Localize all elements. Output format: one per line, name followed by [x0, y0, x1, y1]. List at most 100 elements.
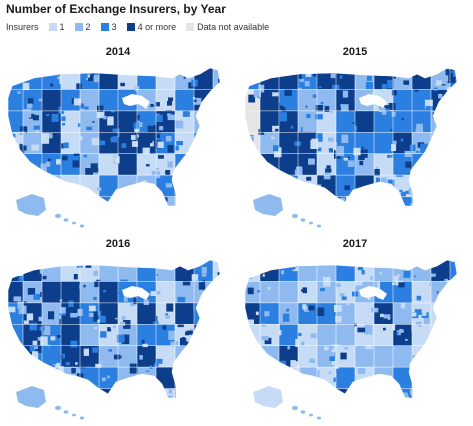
county-patch: [311, 201, 315, 204]
county-patch: [208, 141, 216, 151]
county-patch: [221, 313, 229, 322]
county-patch: [169, 384, 171, 387]
state-region: [241, 111, 261, 133]
state-region: [450, 197, 469, 219]
us-map-2014: [4, 64, 232, 232]
county-patch: [441, 207, 448, 216]
county-patch: [310, 205, 314, 208]
county-patch: [309, 339, 312, 343]
county-patch: [420, 193, 423, 197]
us-map-2016: [4, 256, 232, 424]
county-patch: [305, 81, 310, 86]
county-patch: [458, 409, 465, 414]
county-patch: [438, 94, 442, 99]
county-patch: [130, 364, 138, 374]
county-patch: [6, 73, 12, 77]
county-patch: [12, 165, 16, 169]
county-patch: [365, 325, 373, 335]
county-patch: [394, 352, 399, 356]
county-patch: [144, 300, 149, 305]
county-patch: [257, 348, 260, 350]
county-patch: [88, 75, 90, 78]
county-patch: [229, 273, 232, 277]
state-region: [317, 389, 337, 411]
county-patch: [204, 390, 211, 397]
county-patch: [450, 204, 456, 211]
county-patch: [317, 405, 321, 409]
county-patch: [304, 300, 310, 303]
county-patch: [391, 144, 396, 151]
county-patch: [162, 349, 168, 356]
county-patch: [312, 190, 315, 193]
county-patch: [117, 194, 121, 198]
hawaii-island: [292, 214, 298, 218]
county-patch: [193, 361, 196, 363]
county-patch: [263, 274, 265, 277]
county-patch: [229, 120, 232, 125]
county-patch: [422, 310, 426, 316]
state-region: [450, 281, 469, 303]
county-patch: [184, 405, 190, 409]
county-patch: [189, 375, 192, 377]
county-patch: [137, 263, 140, 266]
county-patch: [219, 341, 222, 344]
county-patch: [217, 391, 223, 398]
county-patch: [21, 142, 23, 144]
county-patch: [467, 209, 469, 214]
county-patch: [200, 159, 207, 165]
state-region: [118, 389, 138, 411]
county-patch: [347, 304, 349, 306]
county-patch: [18, 218, 21, 220]
county-patch: [209, 281, 216, 289]
county-patch: [11, 174, 18, 181]
county-patch: [148, 205, 152, 210]
county-patch: [459, 329, 461, 332]
state-region: [61, 367, 81, 389]
county-patch: [406, 69, 412, 77]
legend-swatch-na: [186, 23, 194, 31]
county-patch: [183, 386, 185, 388]
county-patch: [161, 215, 167, 222]
county-patch: [301, 342, 304, 346]
county-patch: [392, 200, 398, 204]
county-patch: [51, 201, 55, 205]
county-patch: [210, 111, 215, 116]
county-patch: [225, 315, 230, 319]
county-patch: [60, 397, 66, 404]
county-patch: [7, 332, 14, 338]
county-patch: [159, 126, 163, 130]
county-patch: [466, 69, 470, 77]
county-patch: [123, 209, 129, 213]
county-patch: [41, 133, 49, 144]
county-patch: [285, 87, 292, 96]
county-patch: [443, 354, 446, 357]
county-patch: [259, 129, 265, 135]
county-patch: [8, 387, 13, 393]
county-patch: [338, 146, 343, 150]
state-region: [374, 367, 394, 389]
county-patch: [138, 190, 145, 198]
county-patch: [23, 83, 29, 90]
county-patch: [43, 346, 50, 352]
state-region: [260, 260, 280, 282]
county-patch: [106, 407, 109, 410]
county-patch: [80, 199, 86, 204]
county-patch: [423, 187, 428, 193]
county-patch: [217, 405, 222, 409]
county-patch: [290, 328, 294, 331]
legend-label: Insurers: [6, 22, 39, 32]
county-patch: [287, 346, 290, 350]
county-patch: [179, 378, 184, 384]
county-patch: [329, 372, 331, 374]
county-patch: [143, 207, 149, 211]
county-patch: [8, 215, 11, 218]
county-patch: [176, 141, 183, 145]
county-patch: [131, 210, 138, 218]
county-patch: [292, 150, 300, 158]
county-patch: [48, 311, 54, 319]
county-patch: [341, 403, 348, 412]
county-patch: [50, 356, 57, 364]
county-patch: [284, 366, 286, 367]
county-patch: [252, 349, 260, 355]
county-patch: [399, 114, 404, 118]
